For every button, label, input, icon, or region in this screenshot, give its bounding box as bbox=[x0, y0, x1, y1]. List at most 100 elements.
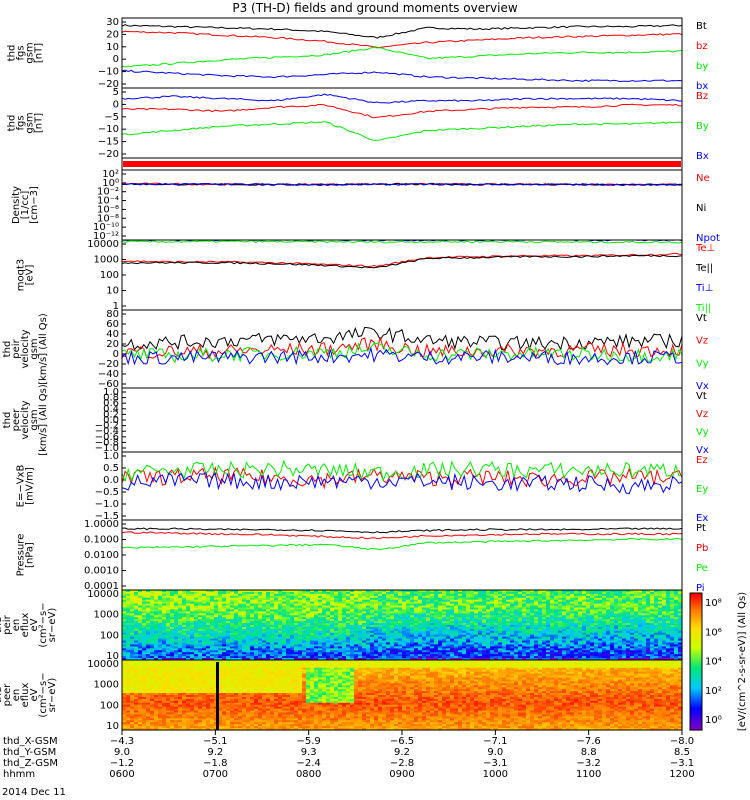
heatmap-cell bbox=[286, 632, 291, 636]
panel-4-ylabel: [eV] bbox=[25, 265, 36, 286]
heatmap-cell bbox=[134, 593, 139, 597]
heatmap-cell bbox=[530, 634, 535, 638]
heatmap-cell bbox=[402, 590, 407, 593]
heatmap-cell bbox=[618, 628, 623, 632]
heatmap-cell bbox=[458, 590, 463, 593]
heatmap-cell bbox=[274, 591, 279, 595]
heatmap-cell bbox=[402, 595, 407, 599]
heatmap-cell bbox=[638, 654, 643, 657]
heatmap-cell bbox=[614, 601, 619, 605]
heatmap-cell bbox=[126, 626, 131, 630]
heatmap-cell bbox=[390, 599, 395, 603]
heatmap-cell bbox=[322, 648, 327, 651]
heatmap-cell bbox=[618, 619, 623, 622]
heatmap-cell bbox=[282, 623, 287, 626]
heatmap-cell bbox=[450, 615, 455, 618]
heatmap-cell bbox=[514, 625, 519, 628]
heatmap-cell bbox=[530, 646, 535, 649]
heatmap-cell bbox=[398, 623, 403, 626]
heatmap-cell bbox=[534, 593, 539, 597]
heatmap-cell bbox=[474, 642, 479, 646]
heatmap-cell bbox=[470, 634, 475, 638]
heatmap-cell bbox=[554, 652, 559, 655]
heatmap-cell bbox=[602, 603, 607, 607]
heatmap-cell bbox=[378, 626, 383, 630]
heatmap-cell bbox=[398, 615, 403, 618]
heatmap-cell bbox=[330, 597, 335, 601]
heatmap-cell bbox=[326, 591, 331, 595]
heatmap-cell bbox=[418, 626, 423, 630]
heatmap-cell bbox=[382, 638, 387, 642]
heatmap-cell bbox=[122, 593, 127, 597]
heatmap-cell bbox=[294, 623, 299, 626]
heatmap-cell bbox=[358, 597, 363, 601]
heatmap-cell bbox=[558, 623, 563, 626]
heatmap-cell bbox=[126, 630, 131, 634]
heatmap-cell bbox=[386, 615, 391, 618]
heatmap-cell bbox=[350, 628, 355, 632]
heatmap-cell bbox=[494, 591, 499, 595]
heatmap-cell bbox=[454, 644, 459, 647]
heatmap-cell bbox=[614, 634, 619, 638]
heatmap-cell bbox=[570, 619, 575, 622]
heatmap-cell bbox=[370, 630, 375, 634]
heatmap-cell bbox=[146, 609, 151, 612]
heatmap-cell bbox=[274, 621, 279, 624]
panel-2-ytick: −5 bbox=[104, 112, 119, 123]
heatmap-cell bbox=[594, 638, 599, 642]
heatmap-cell bbox=[542, 613, 547, 616]
heatmap-cell bbox=[350, 593, 355, 597]
heatmap-cell bbox=[586, 628, 591, 632]
heatmap-cell bbox=[542, 617, 547, 620]
heatmap-cell bbox=[530, 605, 535, 609]
heatmap-cell bbox=[546, 591, 551, 595]
heatmap-cell bbox=[434, 626, 439, 630]
heatmap-cell bbox=[602, 642, 607, 646]
heatmap-cell bbox=[402, 617, 407, 620]
heatmap-cell bbox=[470, 644, 475, 647]
heatmap-cell bbox=[358, 591, 363, 595]
heatmap-cell bbox=[374, 601, 379, 605]
heatmap-cell bbox=[414, 595, 419, 599]
heatmap-cell bbox=[314, 615, 319, 618]
heatmap-cell bbox=[342, 593, 347, 597]
heatmap-cell bbox=[534, 590, 539, 593]
heatmap-cell bbox=[370, 642, 375, 646]
heatmap-cell bbox=[270, 595, 275, 599]
heatmap-cell bbox=[298, 640, 303, 644]
heatmap-cell bbox=[158, 619, 163, 622]
heatmap-cell bbox=[646, 623, 651, 626]
heatmap-cell bbox=[270, 613, 275, 616]
heatmap-cell bbox=[598, 636, 603, 640]
heatmap-cell bbox=[582, 644, 587, 647]
heatmap-cell bbox=[646, 644, 651, 647]
heatmap-cell bbox=[446, 621, 451, 624]
legend-2-entry: By bbox=[696, 121, 709, 132]
heatmap-cell bbox=[438, 597, 443, 601]
heatmap-cell bbox=[446, 595, 451, 599]
heatmap-cell bbox=[470, 597, 475, 601]
heatmap-cell bbox=[426, 632, 431, 636]
heatmap-cell bbox=[482, 646, 487, 649]
heatmap-cell bbox=[526, 630, 531, 634]
heatmap-cell bbox=[134, 615, 139, 618]
heatmap-cell bbox=[518, 628, 523, 632]
heatmap-cell bbox=[142, 617, 147, 620]
heatmap-cell bbox=[302, 609, 307, 612]
heatmap-cell bbox=[342, 619, 347, 622]
heatmap-cell bbox=[518, 597, 523, 601]
heatmap-cell bbox=[246, 593, 251, 597]
heatmap-cell bbox=[374, 648, 379, 651]
heatmap-cell bbox=[226, 636, 231, 640]
heatmap-cell bbox=[522, 597, 527, 601]
heatmap-cell bbox=[410, 590, 415, 593]
heatmap-cell bbox=[454, 632, 459, 636]
heatmap-cell bbox=[434, 625, 439, 628]
heatmap-cell bbox=[570, 644, 575, 647]
heatmap-cell bbox=[146, 630, 151, 634]
heatmap-cell bbox=[522, 656, 527, 659]
heatmap-cell bbox=[246, 638, 251, 642]
heatmap-cell bbox=[270, 640, 275, 644]
heatmap-cell bbox=[234, 619, 239, 622]
heatmap-cell bbox=[626, 644, 631, 647]
